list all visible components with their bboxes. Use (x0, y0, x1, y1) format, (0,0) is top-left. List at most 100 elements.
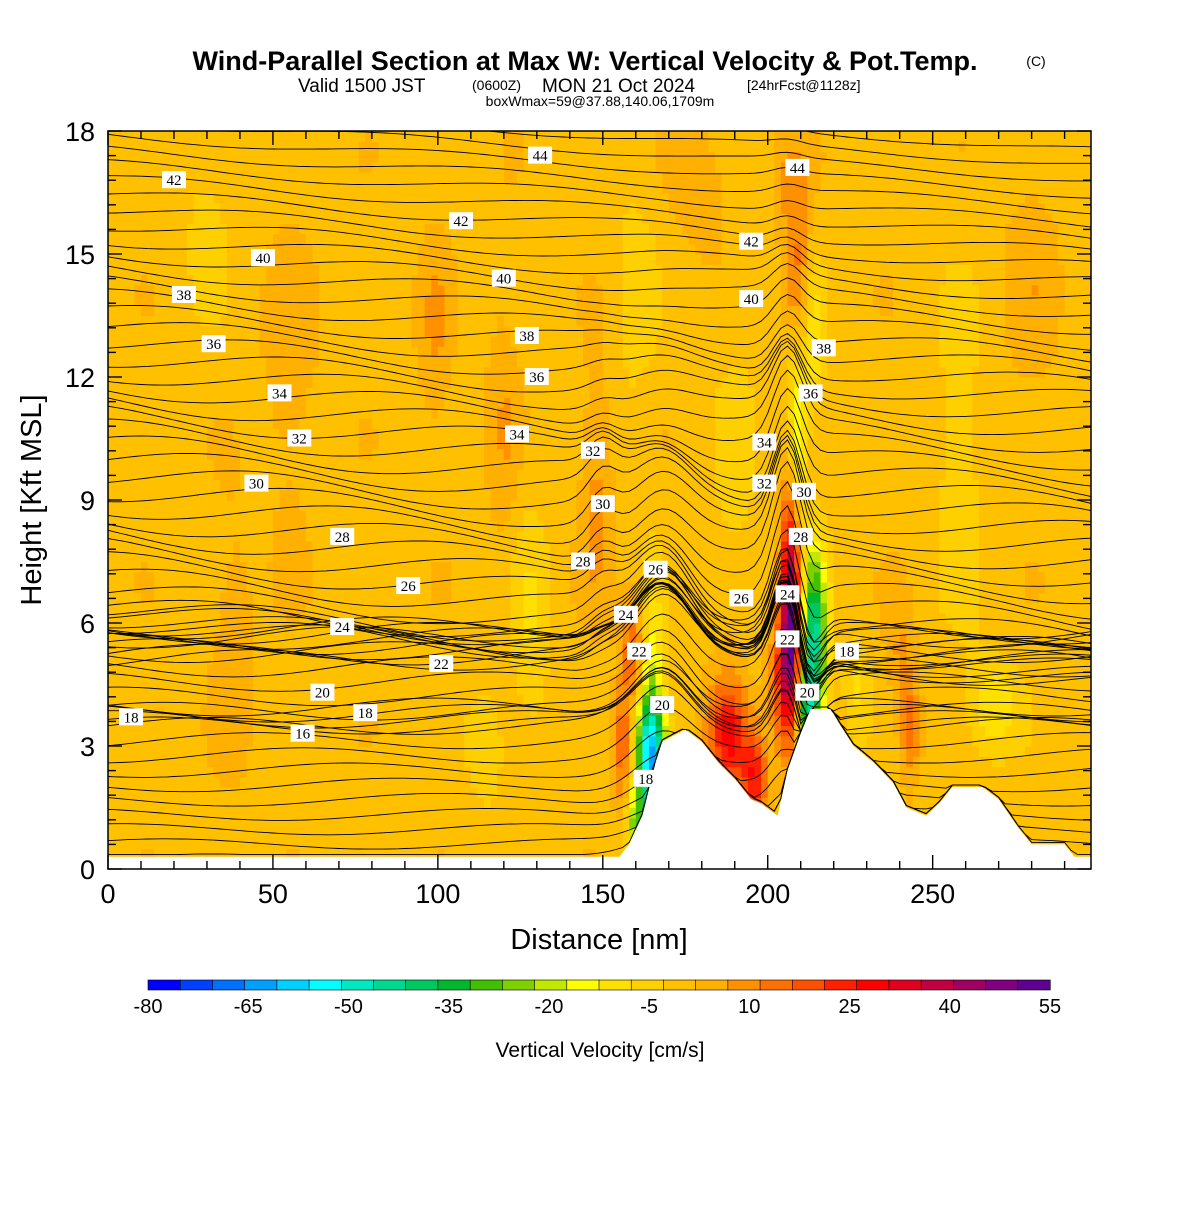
w-cell (807, 264, 815, 276)
theta-label-bg (251, 249, 275, 267)
w-cell (774, 213, 789, 224)
w-cell (226, 274, 267, 286)
w-cell (1058, 315, 1091, 327)
w-cell (787, 418, 795, 429)
w-cell (635, 674, 643, 686)
theta-label-bg (643, 560, 668, 578)
theta-label: 34 (505, 425, 529, 443)
w-cell (583, 274, 597, 286)
w-cell (879, 274, 894, 286)
w-cell (635, 202, 670, 214)
w-cell (648, 725, 657, 737)
w-cell (833, 602, 881, 614)
w-cell (622, 356, 650, 368)
w-cell (787, 551, 795, 563)
x-tick-label: 0 (100, 879, 115, 909)
w-cell (747, 684, 769, 696)
w-cell (140, 274, 149, 286)
w-cell (543, 520, 578, 532)
theta-label: 28 (330, 527, 355, 546)
w-cell (424, 223, 446, 235)
theta-contour (108, 420, 1091, 504)
w-cell (108, 776, 221, 788)
w-cell (780, 305, 802, 317)
w-cell (510, 510, 525, 522)
w-cell (233, 418, 274, 429)
w-cell (497, 315, 505, 327)
w-cell (668, 202, 723, 214)
w-cell (668, 192, 723, 204)
w-cell (807, 469, 947, 481)
w-cell (813, 192, 1026, 204)
w-cell (893, 715, 901, 727)
theta-label-bg (775, 630, 800, 648)
w-cell (576, 295, 604, 306)
w-cell (510, 633, 525, 645)
w-cell (820, 254, 1006, 265)
w-cell (589, 387, 604, 399)
w-cell (609, 407, 716, 419)
w-cell (629, 725, 637, 737)
chart-header: Wind-Parallel Section at Max W: Vertical… (193, 46, 1046, 109)
w-cell (972, 469, 1091, 481)
w-cell (576, 612, 624, 624)
w-cell (675, 213, 723, 224)
w-cell (108, 141, 360, 153)
w-cell (780, 315, 802, 327)
w-cell (662, 633, 670, 645)
w-cell (108, 202, 195, 214)
w-cell (787, 284, 802, 296)
w-cell (800, 305, 808, 317)
theta-label-text: 30 (249, 477, 264, 493)
y-tick-label: 15 (65, 240, 95, 270)
colorbar-swatch (920, 979, 954, 991)
w-cell (609, 705, 617, 716)
w-cell (523, 694, 545, 706)
w-cell (662, 715, 670, 727)
w-cell (622, 295, 663, 306)
w-cell (510, 325, 584, 337)
w-cell (747, 653, 762, 665)
theta-label-bg (524, 368, 549, 385)
w-cell (371, 705, 472, 716)
w-cell (1044, 571, 1091, 583)
w-cell (648, 643, 657, 655)
theta-label-text: 40 (256, 251, 271, 267)
w-cell (503, 131, 525, 142)
theta-label-bg (396, 577, 421, 595)
w-cell (378, 151, 505, 163)
theta-label: 44 (785, 158, 810, 177)
w-cell (503, 161, 525, 173)
w-cell (1005, 233, 1059, 245)
w-cell (358, 438, 380, 450)
w-cell (635, 797, 643, 809)
theta-contour (108, 670, 1091, 729)
w-cell (226, 305, 261, 317)
theta-label-bg (752, 433, 777, 451)
theta-contour (108, 446, 1091, 570)
w-cell (906, 705, 914, 716)
w-cell (497, 407, 512, 419)
w-cell (899, 551, 940, 563)
w-cell (787, 366, 795, 378)
w-cell (622, 325, 663, 337)
w-cell (206, 694, 254, 706)
theta-label-text: 20 (800, 686, 815, 702)
w-cell (945, 387, 973, 399)
w-cell (108, 602, 221, 614)
w-cell (708, 725, 716, 737)
w-cell (945, 448, 973, 460)
w-cell (523, 602, 538, 614)
w-cell (866, 643, 888, 655)
w-cell (912, 612, 947, 624)
w-cell (675, 438, 716, 450)
w-cell (602, 366, 630, 378)
w-cell (714, 387, 756, 399)
w-cell (1011, 705, 1033, 716)
theta-label-text: 26 (648, 563, 664, 579)
w-cell (635, 746, 643, 757)
w-cell (939, 305, 980, 317)
w-cell (233, 428, 281, 440)
w-cell (780, 551, 789, 563)
w-cell (714, 694, 723, 706)
